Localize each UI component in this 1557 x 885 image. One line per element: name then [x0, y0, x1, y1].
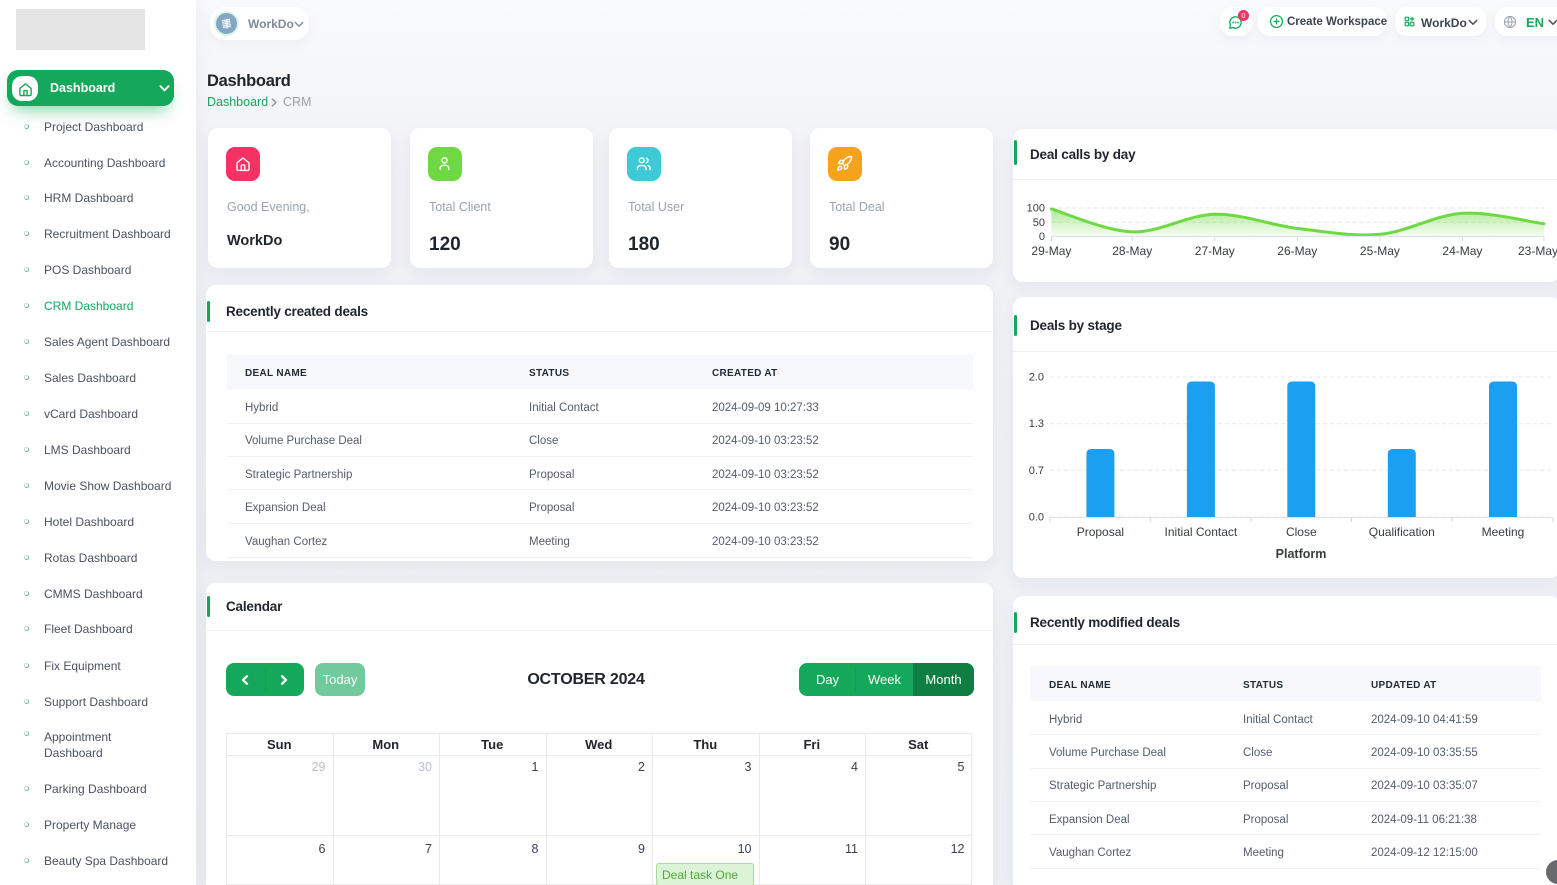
svg-text:2.0: 2.0 [1029, 372, 1044, 384]
svg-text:Close: Close [1286, 525, 1317, 539]
svg-text:50: 50 [1033, 217, 1045, 229]
svg-text:27-May: 27-May [1195, 244, 1235, 258]
svg-text:24-May: 24-May [1442, 244, 1482, 258]
svg-text:1.3: 1.3 [1029, 418, 1044, 430]
svg-text:0.7: 0.7 [1029, 465, 1044, 477]
svg-text:0.0: 0.0 [1029, 512, 1044, 524]
svg-text:0: 0 [1039, 231, 1045, 243]
svg-text:Qualification: Qualification [1369, 525, 1435, 539]
svg-text:29-May: 29-May [1031, 244, 1071, 258]
svg-text:26-May: 26-May [1277, 244, 1317, 258]
svg-text:Meeting: Meeting [1482, 525, 1525, 539]
svg-text:23-May: 23-May [1518, 244, 1557, 258]
svg-text:Platform: Platform [1276, 547, 1327, 561]
svg-text:25-May: 25-May [1360, 244, 1400, 258]
svg-text:28-May: 28-May [1112, 244, 1152, 258]
svg-text:Initial Contact: Initial Contact [1165, 525, 1238, 539]
svg-text:Proposal: Proposal [1077, 525, 1124, 539]
svg-text:100: 100 [1027, 203, 1045, 215]
